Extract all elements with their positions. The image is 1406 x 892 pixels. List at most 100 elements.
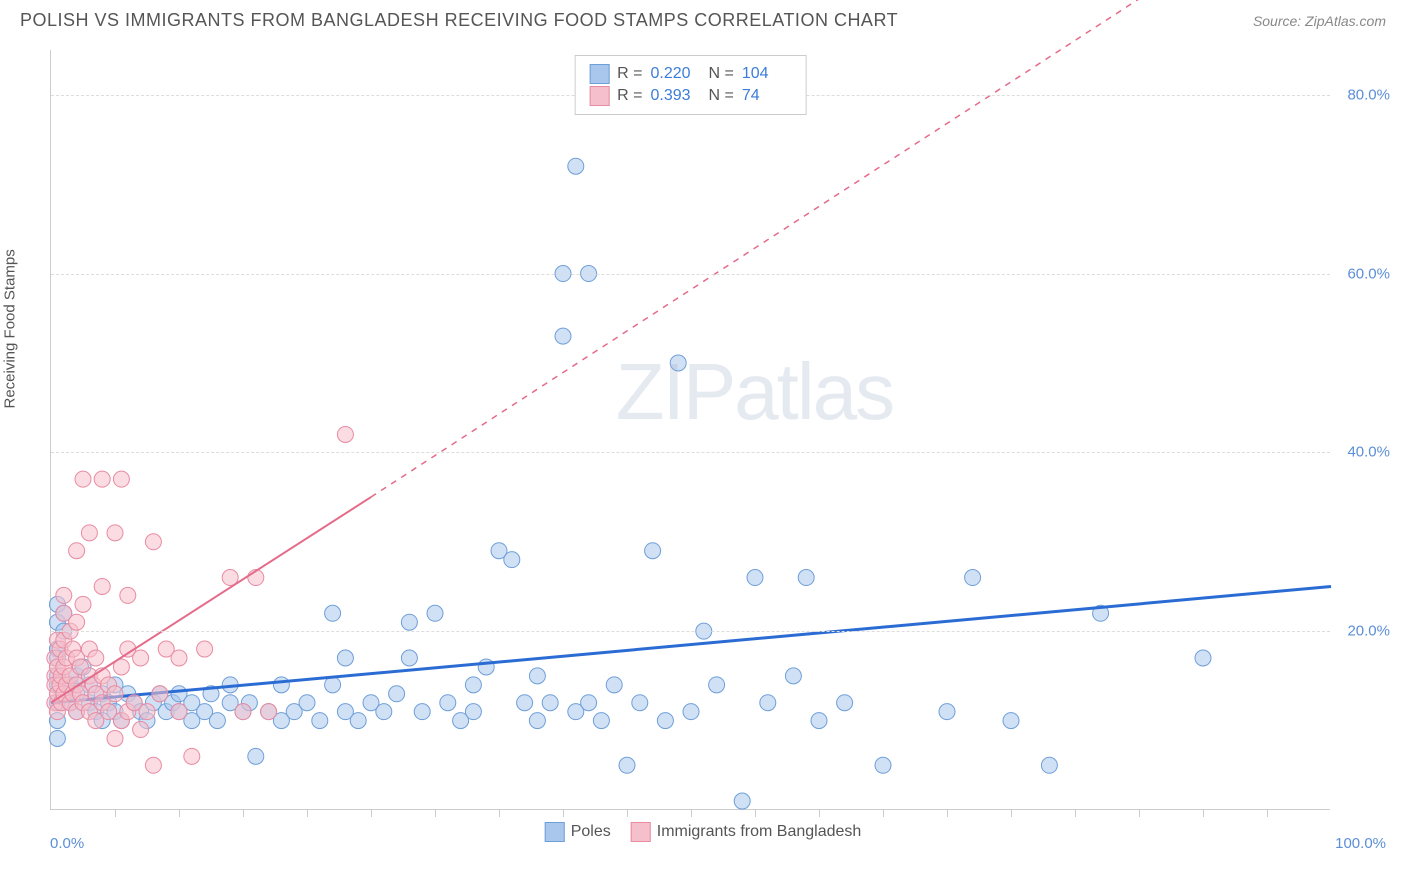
x-tick <box>1267 809 1268 817</box>
correlation-legend: R = 0.220 N = 104 R = 0.393 N = 74 <box>574 55 807 115</box>
x-tick <box>179 809 180 817</box>
data-point <box>657 713 673 729</box>
data-point <box>785 668 801 684</box>
r-label: R = <box>617 87 642 105</box>
n-label: N = <box>709 65 734 83</box>
x-axis-min: 0.0% <box>50 835 84 852</box>
source-label: Source: ZipAtlas.com <box>1253 13 1386 29</box>
data-point <box>401 614 417 630</box>
data-point <box>171 650 187 666</box>
x-tick <box>755 809 756 817</box>
data-point <box>798 570 814 586</box>
legend-swatch <box>545 822 565 842</box>
data-point <box>760 695 776 711</box>
data-point <box>184 748 200 764</box>
data-point <box>94 578 110 594</box>
x-axis-max: 100.0% <box>1335 835 1386 852</box>
chart-title: POLISH VS IMMIGRANTS FROM BANGLADESH REC… <box>20 10 898 31</box>
data-point <box>197 641 213 657</box>
data-point <box>325 677 341 693</box>
y-tick-label: 80.0% <box>1347 86 1390 103</box>
n-value: 104 <box>742 65 792 83</box>
data-point <box>427 605 443 621</box>
data-point <box>56 587 72 603</box>
data-point <box>107 525 123 541</box>
data-point <box>145 757 161 773</box>
x-tick <box>563 809 564 817</box>
y-tick-label: 20.0% <box>1347 623 1390 640</box>
x-tick <box>435 809 436 817</box>
scatter-svg <box>51 50 1330 809</box>
data-point <box>107 686 123 702</box>
data-point <box>606 677 622 693</box>
data-point <box>529 713 545 729</box>
data-point <box>337 426 353 442</box>
r-label: R = <box>617 65 642 83</box>
data-point <box>113 471 129 487</box>
n-label: N = <box>709 87 734 105</box>
n-value: 74 <box>742 87 792 105</box>
data-point <box>75 596 91 612</box>
legend-label: Poles <box>571 823 611 841</box>
data-point <box>837 695 853 711</box>
x-tick <box>1075 809 1076 817</box>
x-tick <box>1139 809 1140 817</box>
trend-line <box>51 586 1331 702</box>
legend-swatch <box>589 86 609 106</box>
data-point <box>465 704 481 720</box>
data-point <box>632 695 648 711</box>
data-point <box>1195 650 1211 666</box>
data-point <box>350 713 366 729</box>
data-point <box>248 748 264 764</box>
bottom-legend: Poles Immigrants from Bangladesh <box>545 822 862 842</box>
data-point <box>171 704 187 720</box>
correlation-row: R = 0.220 N = 104 <box>589 64 792 84</box>
data-point <box>81 525 97 541</box>
grid-line <box>51 274 1330 275</box>
r-value: 0.393 <box>651 87 701 105</box>
data-point <box>145 534 161 550</box>
y-axis-label: Receiving Food Stamps <box>2 249 19 408</box>
data-point <box>49 730 65 746</box>
data-point <box>568 158 584 174</box>
x-tick <box>627 809 628 817</box>
x-tick <box>819 809 820 817</box>
data-point <box>965 570 981 586</box>
x-tick <box>1011 809 1012 817</box>
data-point <box>555 328 571 344</box>
trend-line <box>51 497 371 703</box>
data-point <box>619 757 635 773</box>
data-point <box>504 552 520 568</box>
x-tick <box>947 809 948 817</box>
data-point <box>88 650 104 666</box>
x-tick <box>1203 809 1204 817</box>
data-point <box>107 730 123 746</box>
x-tick <box>307 809 308 817</box>
data-point <box>811 713 827 729</box>
data-point <box>133 722 149 738</box>
data-point <box>529 668 545 684</box>
data-point <box>401 650 417 666</box>
data-point <box>709 677 725 693</box>
data-point <box>69 543 85 559</box>
trend-line-extension <box>371 0 1267 497</box>
legend-item: Immigrants from Bangladesh <box>631 822 862 842</box>
data-point <box>939 704 955 720</box>
data-point <box>69 614 85 630</box>
correlation-row: R = 0.393 N = 74 <box>589 86 792 106</box>
data-point <box>133 650 149 666</box>
x-tick <box>691 809 692 817</box>
x-tick <box>243 809 244 817</box>
data-point <box>389 686 405 702</box>
data-point <box>683 704 699 720</box>
data-point <box>94 471 110 487</box>
legend-swatch <box>631 822 651 842</box>
x-tick <box>371 809 372 817</box>
data-point <box>337 650 353 666</box>
data-point <box>1003 713 1019 729</box>
data-point <box>875 757 891 773</box>
data-point <box>376 704 392 720</box>
legend-swatch <box>589 64 609 84</box>
data-point <box>261 704 277 720</box>
data-point <box>120 587 136 603</box>
